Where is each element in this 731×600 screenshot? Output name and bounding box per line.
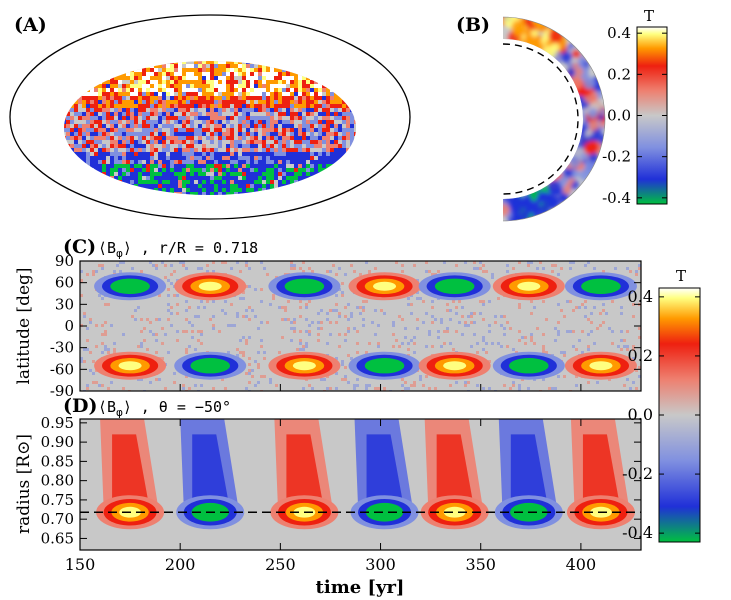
north-wing-blob-core xyxy=(443,281,467,291)
tachocline-blob-core xyxy=(443,506,466,518)
panel-d-ytick-label: 0.95 xyxy=(41,414,74,432)
north-wing-blob-core xyxy=(292,281,316,291)
cbar-top-tick-label: -0.4 xyxy=(602,189,631,207)
radial-column-core xyxy=(510,434,549,512)
sphere-outline xyxy=(9,14,411,220)
panel-d-ytick-label: 0.90 xyxy=(41,433,74,451)
radial-column-core xyxy=(112,434,151,512)
panel-c-ytick-label: -30 xyxy=(50,339,74,357)
cbar-bot-tick-label: 0.2 xyxy=(628,346,653,365)
colorbar-top: T 0.4 0.2 0.0 -0.2 -0.4 xyxy=(602,7,668,207)
panel-d-title: ⟨Bφ⟩ , θ = −50° xyxy=(98,398,231,419)
cbar-bot-tick-label: 0.0 xyxy=(628,405,653,424)
panel-c-ytick-label: 30 xyxy=(55,295,74,313)
radial-column-core xyxy=(582,434,621,512)
panel-d-heatmap xyxy=(80,419,641,550)
panel-c-ytick-label: -60 xyxy=(50,360,74,378)
north-wing-blob-core xyxy=(517,281,541,291)
cbar-top-tick-label: 0.4 xyxy=(607,24,631,42)
cbar-bot-tick-label: -0.2 xyxy=(622,464,653,483)
south-wing-blob-core xyxy=(517,361,541,371)
panel-d-ytick-label: 0.80 xyxy=(41,472,74,490)
panel-d-ytick-label: 0.75 xyxy=(41,491,74,509)
cbar-bot-tick-label: 0.4 xyxy=(628,287,653,306)
colorbar-bottom-unit: T xyxy=(676,267,686,285)
meridional-slice xyxy=(503,17,605,221)
panel-d-ytick-label: 0.70 xyxy=(41,510,74,528)
radial-column-core xyxy=(192,434,231,512)
cbar-top-tick-label: 0.0 xyxy=(607,107,631,125)
panel-c-label: (C) xyxy=(63,236,96,258)
panel-d-ytick-label: 0.85 xyxy=(41,452,74,470)
north-wing-blob-core xyxy=(373,281,397,291)
panel-c-ytick-label: 60 xyxy=(55,274,74,292)
panel-d-xtick-label: 200 xyxy=(165,555,196,574)
panel-a-label: (A) xyxy=(14,14,47,36)
panel-b-label: (B) xyxy=(456,14,490,36)
panel-c-ylabel: latitude [deg] xyxy=(14,267,34,384)
north-wing-blob-core xyxy=(589,281,613,291)
panel-c-title: ⟨Bφ⟩ , r/R = 0.718 xyxy=(98,239,258,260)
north-wing-blob-core xyxy=(118,281,142,291)
south-wing-blob-core xyxy=(373,361,397,371)
south-wing-blob-core xyxy=(292,361,316,371)
radial-column-core xyxy=(366,434,405,512)
panel-c-ytick-label: 0 xyxy=(64,317,74,335)
panel-c-ytick-label: 90 xyxy=(55,252,74,270)
panel-d-frame xyxy=(79,418,642,551)
south-wing-blob-core xyxy=(443,361,467,371)
radial-column-core xyxy=(286,434,325,512)
panel-d-xtick-label: 350 xyxy=(465,555,496,574)
cbar-top-tick-label: 0.2 xyxy=(607,65,631,83)
south-wing-blob-core xyxy=(118,361,142,371)
cbar-bot-tick-label: -0.4 xyxy=(622,523,653,542)
tachocline-blob-core xyxy=(373,506,396,518)
slice-outer-edge xyxy=(502,16,606,222)
panel-c-heatmap xyxy=(80,261,641,391)
cbar-top-tick-label: -0.2 xyxy=(602,148,631,166)
colorbar-top-unit: T xyxy=(644,7,654,25)
panel-d-ylabel: radius [R⊙] xyxy=(14,434,34,534)
colorbar-bottom: T 0.4 0.2 0.0 -0.2 -0.4 xyxy=(622,267,701,543)
panel-d-xlabel: time [yr] xyxy=(316,577,405,598)
panel-c-ytick-label: -90 xyxy=(50,382,74,400)
mollweide-map xyxy=(64,61,356,195)
panel-d-xtick-label: 300 xyxy=(365,555,396,574)
panel-d-xtick-label: 250 xyxy=(265,555,296,574)
south-wing-blob-core xyxy=(589,361,613,371)
panel-d-xtick-label: 400 xyxy=(566,555,597,574)
panel-d-label: (D) xyxy=(63,395,97,417)
panel-d-ytick-label: 0.65 xyxy=(41,529,74,547)
panel-d-xtick-label: 150 xyxy=(65,555,96,574)
south-wing-blob-core xyxy=(198,361,222,371)
north-wing-blob-core xyxy=(198,281,222,291)
radial-column-core xyxy=(436,434,475,512)
